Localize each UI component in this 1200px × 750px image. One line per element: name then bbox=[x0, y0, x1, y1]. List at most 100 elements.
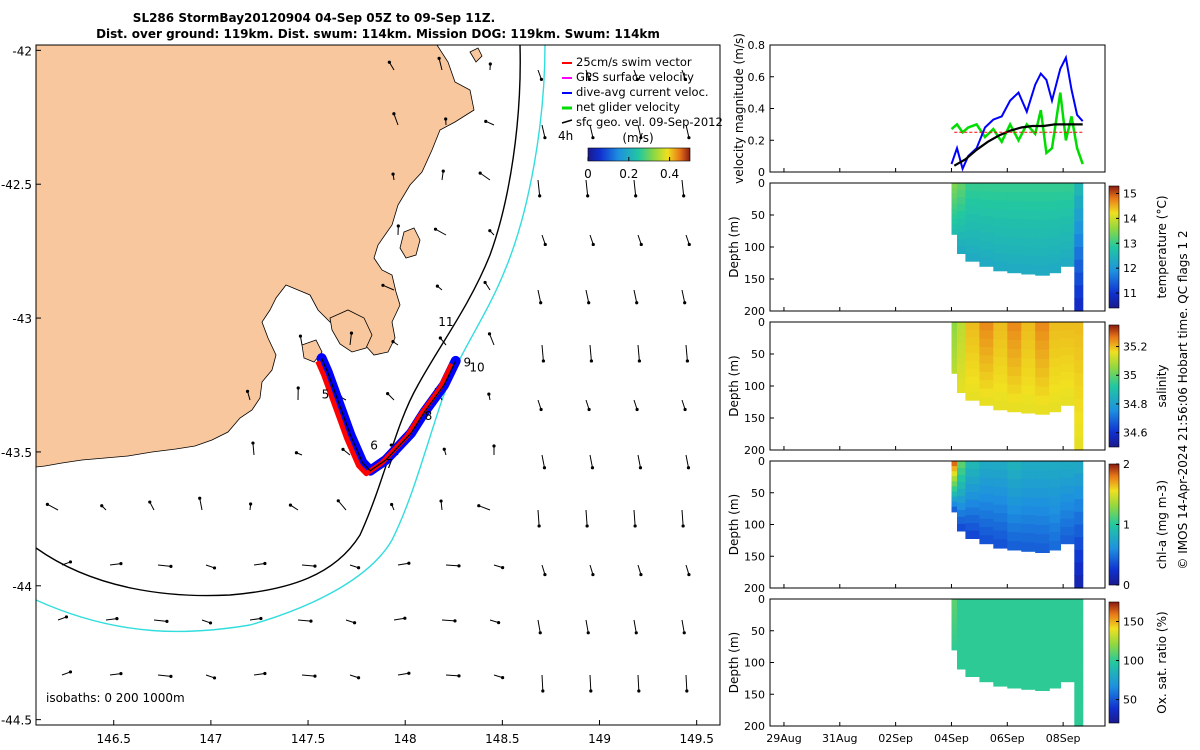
isobath-1000m bbox=[36, 45, 546, 633]
section-cell bbox=[1065, 396, 1075, 406]
vector-head bbox=[478, 171, 482, 175]
map-colorbar-label: (m/s) bbox=[622, 131, 653, 145]
section-cell bbox=[1021, 470, 1036, 480]
section-cell bbox=[1065, 510, 1075, 520]
vector-head bbox=[635, 301, 639, 305]
section-cell bbox=[1074, 195, 1084, 210]
legend-item-gps: GPS surface velocity bbox=[562, 70, 694, 84]
section-cell bbox=[957, 322, 966, 330]
section-cell bbox=[965, 190, 980, 200]
current-vector bbox=[541, 124, 546, 138]
section-cell bbox=[965, 198, 980, 207]
section-cell bbox=[1007, 469, 1022, 480]
section-cell bbox=[965, 214, 980, 223]
track-label: 9 bbox=[464, 355, 472, 369]
section-cell bbox=[1074, 524, 1084, 538]
vector-head bbox=[591, 136, 595, 140]
section-cell bbox=[1060, 502, 1067, 512]
section-cell bbox=[1074, 687, 1084, 702]
section-cell bbox=[1049, 393, 1061, 404]
section-cell bbox=[965, 461, 980, 470]
section-cell bbox=[993, 513, 1008, 523]
section-cell bbox=[957, 239, 966, 247]
section-cell bbox=[1049, 469, 1061, 480]
swim-vector-track bbox=[315, 360, 454, 477]
section-cell bbox=[1065, 232, 1075, 242]
section-cell bbox=[993, 330, 1008, 341]
legend-item-swim: 25cm/s swim vector bbox=[562, 55, 692, 69]
section-cell bbox=[1060, 527, 1067, 536]
current-vector bbox=[633, 289, 638, 303]
section-cell bbox=[1074, 700, 1084, 714]
vector-head bbox=[487, 332, 492, 336]
current-vector bbox=[589, 124, 594, 138]
current-vector bbox=[637, 124, 642, 138]
vector-head bbox=[407, 561, 411, 565]
current-vector bbox=[685, 124, 690, 138]
vector-head bbox=[683, 77, 688, 81]
section-cell bbox=[1021, 331, 1036, 341]
section-cell bbox=[993, 487, 1008, 497]
section-cell bbox=[993, 209, 1008, 219]
section-cell bbox=[1021, 183, 1036, 193]
section-cell bbox=[1021, 680, 1036, 690]
section-cell bbox=[993, 625, 1008, 635]
vector-head bbox=[682, 631, 686, 635]
vector-head bbox=[589, 689, 593, 693]
section-cell bbox=[957, 350, 966, 358]
section-cell bbox=[965, 253, 980, 262]
map-y-tick-label: -42.5 bbox=[1, 178, 32, 192]
vector-head bbox=[309, 619, 313, 623]
current-vector bbox=[445, 564, 460, 567]
vector-head bbox=[457, 564, 461, 568]
section-cell bbox=[993, 677, 1008, 687]
map-x-tick-label: 146.5 bbox=[97, 732, 131, 746]
y-tick-label: 0 bbox=[758, 316, 765, 329]
section-cell bbox=[1074, 537, 1084, 551]
section-cell bbox=[1007, 461, 1022, 471]
section-cell bbox=[951, 213, 958, 220]
section-cell bbox=[1049, 236, 1061, 247]
section-cell bbox=[1021, 626, 1036, 636]
vector-head bbox=[681, 524, 685, 528]
section-cell bbox=[1007, 218, 1022, 229]
section-cell bbox=[1007, 532, 1022, 542]
section-cell bbox=[1049, 348, 1061, 359]
section-cell bbox=[1065, 241, 1075, 251]
section-cell bbox=[957, 482, 966, 490]
current-vector bbox=[685, 344, 688, 361]
current-vector bbox=[489, 333, 495, 346]
map-colorbar-ticks: 0 0.2 0.4 bbox=[584, 157, 679, 181]
section-cell bbox=[957, 225, 966, 233]
colorbar-tick-label: 35 bbox=[1123, 369, 1137, 382]
section-cell bbox=[993, 322, 1008, 332]
section-cell bbox=[1035, 543, 1050, 553]
section-cell bbox=[1049, 357, 1061, 368]
section-cell bbox=[1074, 424, 1084, 438]
section-cell bbox=[979, 665, 994, 674]
legend-label-sfc: sfc geo. vel. 09-Sep-2012 bbox=[576, 115, 723, 129]
section-cell bbox=[979, 216, 994, 226]
panel-frame bbox=[769, 182, 1106, 312]
section-cell bbox=[1021, 533, 1036, 543]
x-tick-label: 31Aug bbox=[822, 732, 857, 745]
section-cell bbox=[1049, 402, 1061, 413]
section-cell bbox=[1074, 575, 1084, 589]
section-cell bbox=[1035, 256, 1050, 267]
track-label: 6 bbox=[370, 438, 378, 452]
section-cell bbox=[1021, 635, 1036, 645]
section-cell bbox=[1007, 254, 1022, 265]
vector-head bbox=[492, 444, 496, 448]
colorbar-tick-label: 11 bbox=[1123, 287, 1137, 300]
vector-head bbox=[457, 674, 461, 678]
section-cell bbox=[1035, 470, 1050, 480]
vector-head bbox=[403, 616, 407, 620]
section-cell bbox=[1035, 247, 1050, 258]
legend-label-dive: dive-avg current veloc. bbox=[576, 85, 709, 99]
section-cell bbox=[1065, 371, 1075, 381]
section-cell bbox=[965, 222, 980, 231]
section-cell bbox=[957, 343, 966, 351]
colorbar-tick-label: 34.6 bbox=[1123, 427, 1148, 440]
section-cell bbox=[1049, 487, 1061, 498]
